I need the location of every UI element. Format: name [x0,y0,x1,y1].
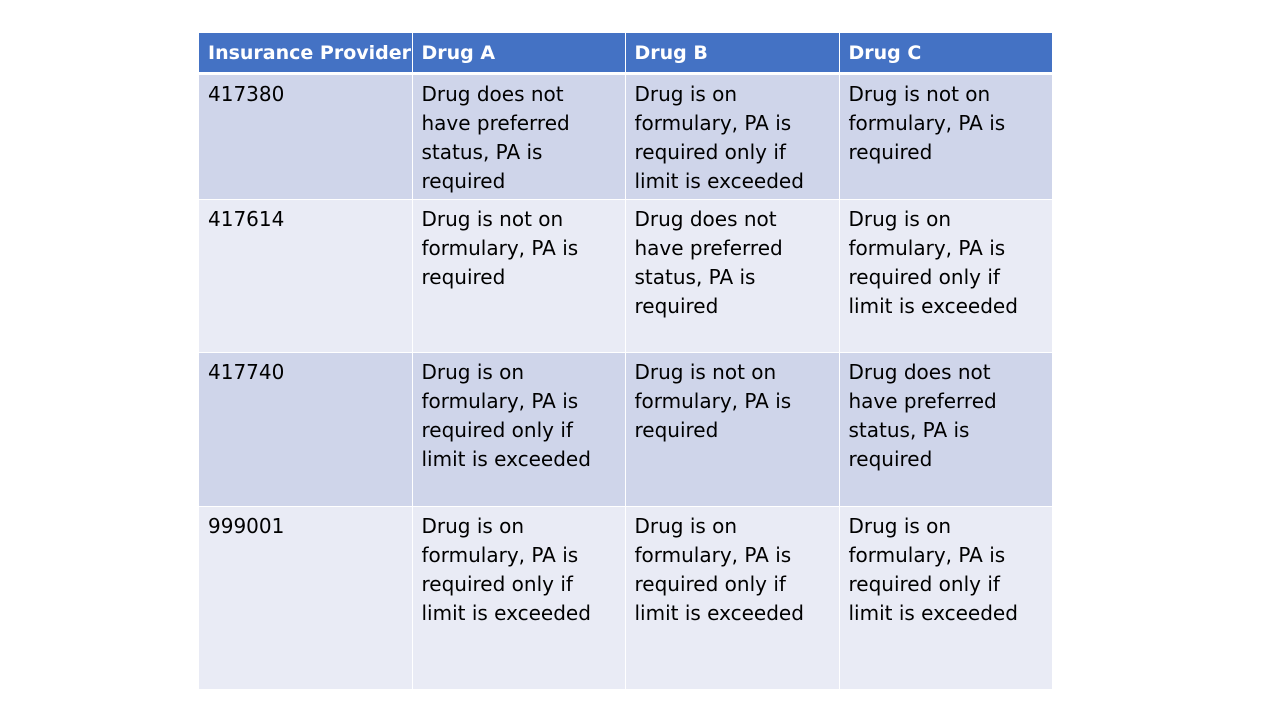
drug-c-cell: Drug is on formulary, PA is required onl… [839,199,1052,353]
header-drug-b: Drug B [625,33,840,75]
table-row: 417614 Drug is not on formulary, PA is r… [199,199,1052,353]
drug-c-cell: Drug does not have preferred status, PA … [839,352,1052,507]
provider-cell: 999001 [199,506,413,690]
header-drug-c: Drug C [839,33,1052,75]
drug-a-cell: Drug is on formulary, PA is required onl… [412,352,626,507]
drug-b-cell: Drug is on formulary, PA is required onl… [625,73,840,200]
table-row: 417380 Drug does not have preferred stat… [199,73,1052,200]
drug-c-cell: Drug is on formulary, PA is required onl… [839,506,1052,690]
drug-b-cell: Drug does not have preferred status, PA … [625,199,840,353]
provider-cell: 417614 [199,199,413,353]
table-body: 417380 Drug does not have preferred stat… [199,73,1052,690]
drug-b-cell: Drug is on formulary, PA is required onl… [625,506,840,690]
header-row: Insurance Provider Drug A Drug B Drug C [199,33,1052,75]
header-insurance-provider: Insurance Provider [199,33,413,75]
table-header: Insurance Provider Drug A Drug B Drug C [199,33,1052,75]
table-row: 999001 Drug is on formulary, PA is requi… [199,506,1052,690]
provider-cell: 417380 [199,73,413,200]
drug-a-cell: Drug does not have preferred status, PA … [412,73,626,200]
provider-cell: 417740 [199,352,413,507]
header-drug-a: Drug A [412,33,626,75]
drug-a-cell: Drug is on formulary, PA is required onl… [412,506,626,690]
formulary-table: Insurance Provider Drug A Drug B Drug C … [199,33,1052,690]
drug-a-cell: Drug is not on formulary, PA is required [412,199,626,353]
drug-c-cell: Drug is not on formulary, PA is required [839,73,1052,200]
table-row: 417740 Drug is on formulary, PA is requi… [199,352,1052,507]
drug-b-cell: Drug is not on formulary, PA is required [625,352,840,507]
